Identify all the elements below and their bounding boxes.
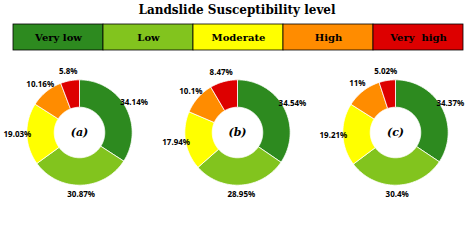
svg-text:34.14%: 34.14%	[120, 96, 148, 107]
svg-text:(b): (b)	[228, 126, 246, 139]
svg-text:34.37%: 34.37%	[436, 97, 464, 108]
svg-text:Very high: Very high	[389, 32, 447, 43]
svg-text:Low: Low	[137, 32, 160, 43]
svg-text:17.94%: 17.94%	[162, 136, 190, 147]
svg-text:High: High	[314, 32, 342, 43]
svg-text:30.87%: 30.87%	[67, 188, 95, 199]
svg-text:19.21%: 19.21%	[320, 128, 348, 139]
svg-text:(c): (c)	[387, 126, 404, 139]
svg-text:34.54%: 34.54%	[279, 97, 307, 108]
svg-text:Very low: Very low	[34, 32, 82, 43]
svg-text:5.02%: 5.02%	[374, 65, 397, 76]
svg-text:(a): (a)	[71, 126, 89, 139]
svg-text:Moderate: Moderate	[211, 32, 265, 43]
svg-text:10.1%: 10.1%	[179, 85, 202, 96]
svg-text:10.16%: 10.16%	[26, 78, 54, 89]
svg-text:28.95%: 28.95%	[227, 188, 255, 199]
svg-text:30.4%: 30.4%	[386, 188, 409, 199]
svg-text:11%: 11%	[349, 77, 365, 88]
svg-text:8.47%: 8.47%	[210, 66, 233, 77]
svg-text:5.8%: 5.8%	[59, 65, 78, 76]
svg-text:19.03%: 19.03%	[3, 128, 31, 139]
html-text:Landslide Susceptibility level: Landslide Susceptibility level	[138, 3, 336, 17]
